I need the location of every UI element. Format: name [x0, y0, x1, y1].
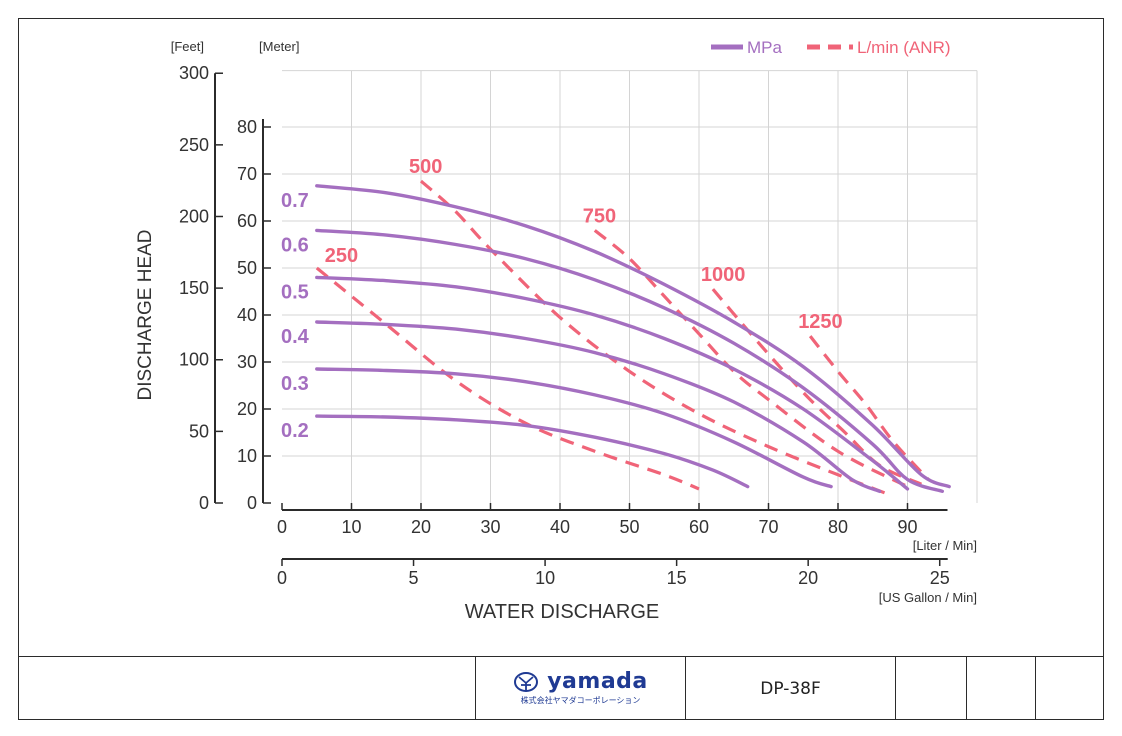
- meter-tick-label: 30: [237, 352, 257, 372]
- grid: [282, 70, 978, 503]
- feet-tick-label: 300: [179, 63, 209, 83]
- meter-tick-label: 80: [237, 117, 257, 137]
- liter-tick-label: 70: [758, 517, 778, 537]
- air-consumption-lines: [315, 179, 930, 496]
- liter-tick-label: 0: [277, 517, 287, 537]
- liter-tick-label: 30: [480, 517, 500, 537]
- pressure-label-0.6: 0.6: [281, 234, 309, 256]
- pressure-label-0.7: 0.7: [281, 190, 309, 212]
- title-block-blank-cell: [18, 657, 475, 720]
- manufacturer-logo: yamada 株式会社ヤマダコーポレーション: [513, 671, 648, 706]
- gallon-tick-label: 10: [535, 568, 555, 588]
- gallon-tick-label: 5: [409, 568, 419, 588]
- feet-tick-label: 50: [189, 421, 209, 441]
- meter-tick-label: 50: [237, 258, 257, 278]
- feet-tick-label: 0: [199, 493, 209, 513]
- manufacturer-logo-cell: yamada 株式会社ヤマダコーポレーション: [475, 657, 685, 720]
- air-line-1250: [808, 335, 930, 481]
- pressure-lines: [315, 184, 951, 493]
- pressure-line-0.3: [315, 367, 833, 489]
- company-name: 株式会社ヤマダコーポレーション: [520, 696, 641, 705]
- liter-tick-label: 60: [689, 517, 709, 537]
- legend: MPa L/min (ANR): [711, 38, 951, 57]
- air-label-750: 750: [583, 205, 616, 227]
- pressure-label-0.2: 0.2: [281, 420, 309, 442]
- pump-performance-chart: 05010015020025030001020304050607080[Feet…: [135, 38, 978, 623]
- feet-unit-label: [Feet]: [171, 39, 204, 54]
- feet-tick-label: 250: [179, 135, 209, 155]
- legend-mpa-label: MPa: [747, 38, 783, 57]
- meter-tick-label: 40: [237, 305, 257, 325]
- title-block-cell-3: [1035, 657, 1104, 720]
- liter-tick-label: 50: [619, 517, 639, 537]
- liter-tick-label: 10: [341, 517, 361, 537]
- liter-tick-label: 20: [411, 517, 431, 537]
- logo-wordmark: yamada: [547, 669, 648, 694]
- meter-tick-label: 10: [237, 446, 257, 466]
- labels: 250 500 750 1000 1250 0.7 0.6 0.5 0.4 0.3 0.2: [281, 156, 843, 442]
- meter-tick-label: 60: [237, 211, 257, 231]
- pressure-line-0.2: [315, 414, 750, 489]
- title-block-cell-2: [966, 657, 1035, 720]
- air-line-500: [419, 179, 888, 496]
- model-cell: DP-38F: [685, 657, 895, 720]
- liter-tick-label: 90: [897, 517, 917, 537]
- pressure-line-0.5: [315, 275, 910, 491]
- meter-unit-label: [Meter]: [259, 39, 299, 54]
- gallon-tick-label: 25: [930, 568, 950, 588]
- pressure-line-0.6: [315, 228, 944, 493]
- gallon-tick-label: 20: [798, 568, 818, 588]
- gallon-unit-label: [US Gallon / Min]: [879, 590, 977, 605]
- meter-tick-label: 0: [247, 493, 257, 513]
- y-axis-title: DISCHARGE HEAD: [135, 229, 156, 400]
- liter-tick-label: 80: [828, 517, 848, 537]
- pressure-label-0.3: 0.3: [281, 373, 309, 395]
- model-number: DP-38F: [760, 678, 821, 699]
- gallon-tick-label: 15: [667, 568, 687, 588]
- meter-tick-label: 20: [237, 399, 257, 419]
- feet-tick-label: 200: [179, 206, 209, 226]
- liter-tick-label: 40: [550, 517, 570, 537]
- air-label-1000: 1000: [701, 264, 746, 286]
- title-block: yamada 株式会社ヤマダコーポレーション DP-38F: [18, 656, 1104, 720]
- pressure-line-0.7: [315, 184, 951, 489]
- pressure-label-0.5: 0.5: [281, 281, 309, 303]
- x-axis-title: WATER DISCHARGE: [465, 601, 659, 623]
- feet-tick-label: 150: [179, 278, 209, 298]
- pressure-label-0.4: 0.4: [281, 326, 310, 348]
- yamada-emblem-icon: [514, 672, 539, 692]
- gallon-tick-label: 0: [277, 568, 287, 588]
- air-label-250: 250: [325, 245, 358, 267]
- meter-tick-label: 70: [237, 164, 257, 184]
- pressure-line-0.4: [315, 320, 882, 493]
- legend-air-label: L/min (ANR): [857, 38, 951, 57]
- title-block-cell-1: [895, 657, 966, 720]
- liter-unit-label: [Liter / Min]: [913, 538, 977, 553]
- feet-tick-label: 100: [179, 350, 209, 370]
- air-line-750: [593, 229, 909, 489]
- axes: 05010015020025030001020304050607080[Feet…: [135, 39, 977, 623]
- air-label-1250: 1250: [798, 311, 843, 333]
- air-label-500: 500: [409, 156, 442, 178]
- chart-frame: 0 50 100 150 200 250 300 0 10 20 30 40 50 60 70 80 [Feet…: [18, 18, 1104, 720]
